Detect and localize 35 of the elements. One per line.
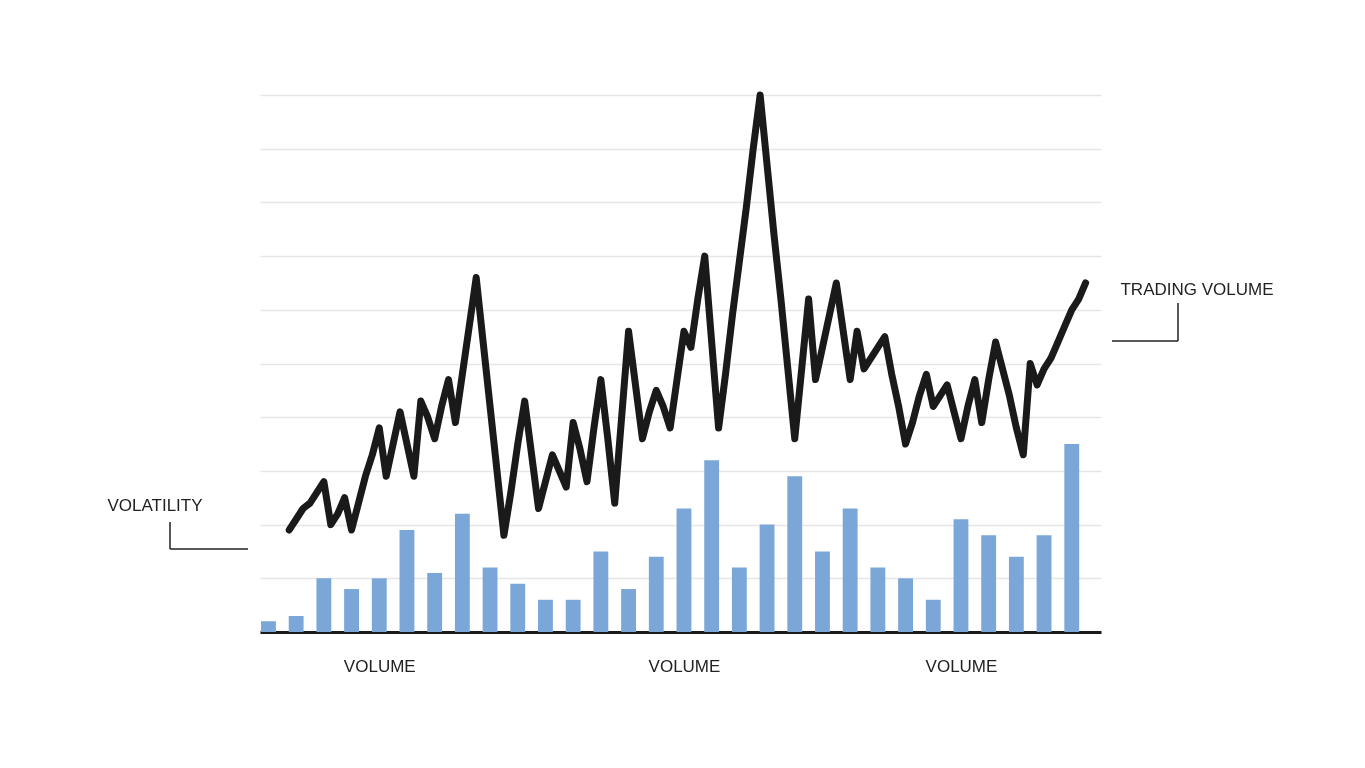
bar	[981, 535, 997, 632]
text: TRADING VOLUME	[1120, 280, 1274, 299]
bar	[1064, 444, 1080, 632]
bar	[593, 551, 609, 632]
bar	[759, 524, 775, 632]
bar	[704, 460, 720, 632]
bar	[371, 578, 387, 632]
bar	[344, 589, 359, 632]
bar	[870, 567, 886, 632]
bar	[731, 567, 747, 632]
bar	[898, 578, 913, 632]
bar	[815, 551, 830, 632]
bar	[316, 578, 332, 632]
bar	[676, 508, 692, 632]
bar	[1008, 556, 1024, 632]
bar	[261, 621, 276, 632]
bar	[482, 567, 498, 632]
bar	[1036, 535, 1052, 632]
x-tick-label: VOLUME	[648, 656, 721, 676]
bar	[538, 599, 553, 632]
bar	[842, 508, 858, 632]
text: VOLATILITY	[107, 496, 203, 515]
bar	[288, 615, 304, 632]
bar	[510, 583, 526, 632]
bar	[399, 529, 415, 632]
x-tick-label: VOLUME	[343, 656, 416, 676]
bar	[925, 599, 941, 632]
bar	[621, 589, 636, 632]
bar	[565, 599, 581, 632]
bar	[953, 519, 969, 632]
x-tick-label: VOLUME	[925, 656, 998, 676]
bar	[454, 513, 470, 632]
bar	[427, 572, 443, 632]
bar	[648, 556, 664, 632]
bar	[787, 476, 803, 632]
